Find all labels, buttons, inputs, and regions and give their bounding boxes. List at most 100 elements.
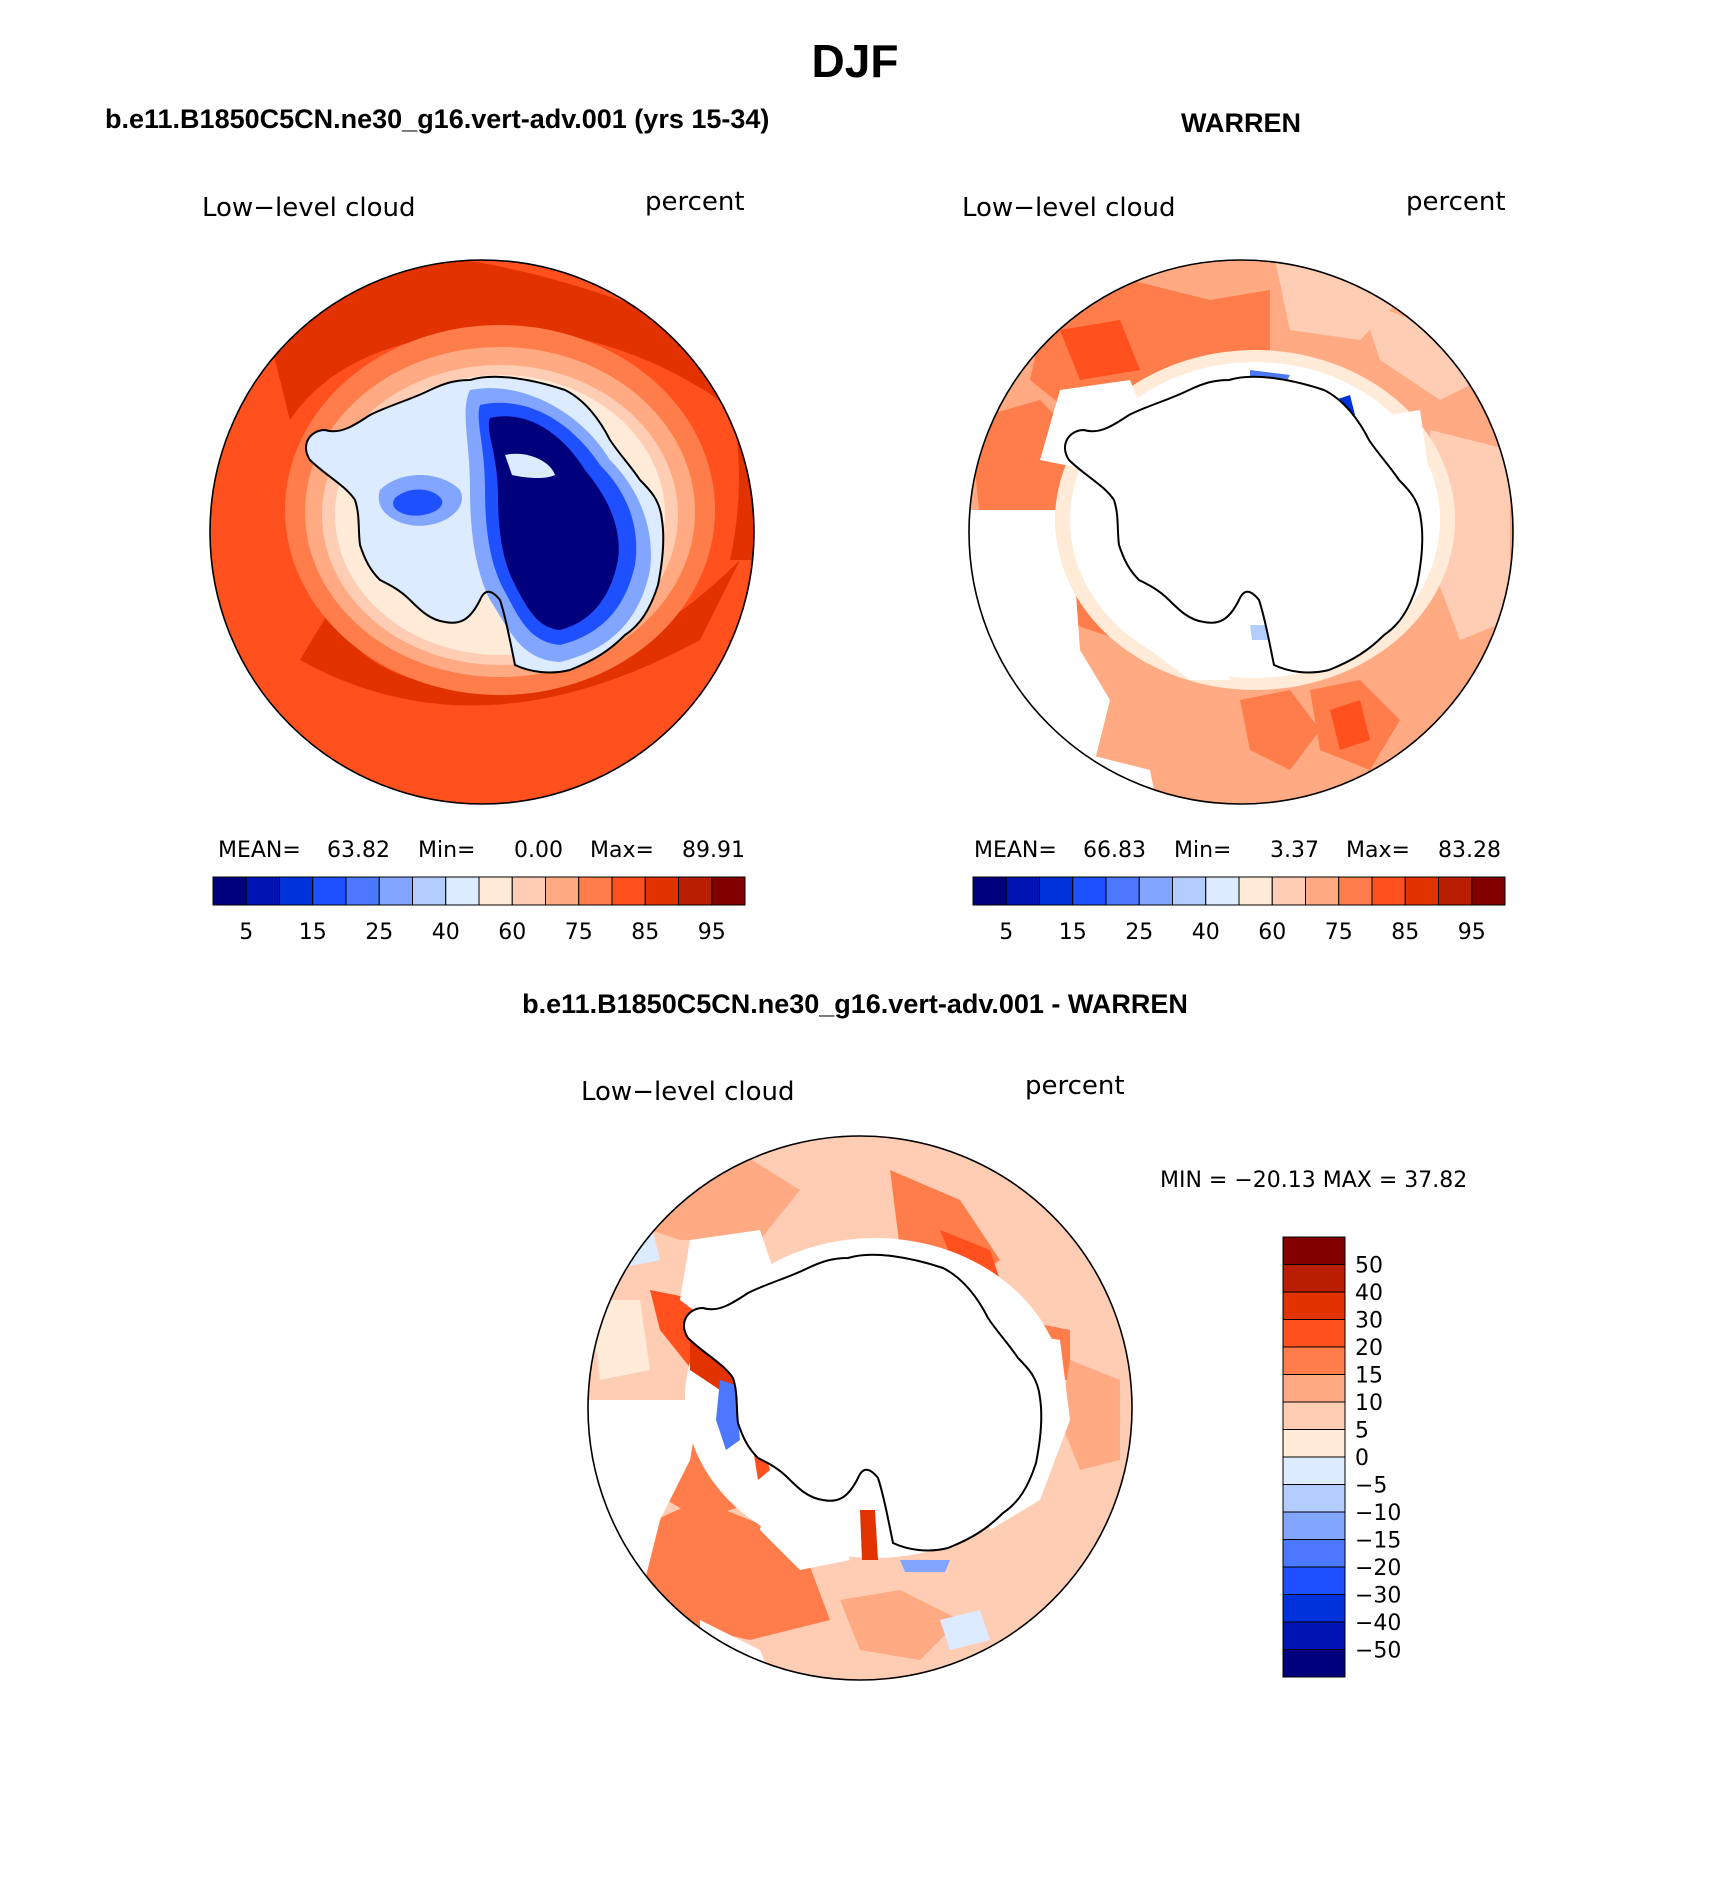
colorbar-obs (972, 876, 1506, 906)
colorbar-tick-label: 5 (999, 920, 1013, 945)
colorbar-tick-label: 40 (1355, 1281, 1383, 1306)
units-label: percent (645, 187, 745, 217)
colorbar-swatch (1039, 876, 1074, 906)
colorbar-tick-label: 15 (1355, 1364, 1383, 1389)
variable-label: Low−level cloud (202, 193, 415, 223)
panel-header: b.e11.B1850C5CN.ne30_g16.vert-adv.001 - … (522, 989, 1188, 1019)
colorbar-swatch (1282, 1621, 1346, 1650)
colorbar-tick-label: −5 (1355, 1474, 1387, 1499)
colorbar-swatch (1438, 876, 1473, 906)
colorbar-swatch (1282, 1236, 1346, 1265)
colorbar-swatch (1005, 876, 1040, 906)
colorbar-swatch (1282, 1456, 1346, 1485)
colorbar-swatch (1138, 876, 1173, 906)
colorbar-swatch (578, 876, 613, 906)
colorbar-tick-label: 20 (1355, 1336, 1383, 1361)
colorbar-swatch (1271, 876, 1306, 906)
colorbar-swatch (1371, 876, 1406, 906)
mean-label: MEAN= (218, 838, 301, 863)
colorbar-tick-label: 75 (565, 920, 593, 945)
panel-diff: b.e11.B1850C5CN.ne30_g16.vert-adv.001 - … (522, 989, 1467, 1681)
colorbar-swatch (1072, 876, 1107, 906)
colorbar-tick-label: −20 (1355, 1556, 1401, 1581)
colorbar-swatch (478, 876, 513, 906)
variable-label: Low−level cloud (962, 193, 1175, 223)
colorbar-swatch (511, 876, 546, 906)
colorbar-tick-label: 25 (365, 920, 393, 945)
colorbar-swatch (1105, 876, 1140, 906)
max-value: 83.28 (1438, 838, 1501, 863)
colorbar-tick-label: 50 (1355, 1254, 1383, 1279)
colorbar-swatch (378, 876, 413, 906)
colorbar-swatch (1305, 876, 1340, 906)
colorbar-swatch (312, 876, 347, 906)
colorbar-tick-label: −10 (1355, 1501, 1401, 1526)
colorbar-swatch (972, 876, 1007, 906)
colorbar-swatch (1282, 1649, 1346, 1678)
colorbar-swatch (1471, 876, 1506, 906)
panel-header: WARREN (1181, 108, 1301, 138)
mean-value: 63.82 (327, 838, 390, 863)
colorbar-swatch (1404, 876, 1439, 906)
colorbar-swatch (412, 876, 447, 906)
colorbar-obs-ticks: 5 15 25 40 60 75 85 95 (999, 920, 1486, 945)
colorbar-tick-label: 95 (698, 920, 726, 945)
colorbar-tick-label: 30 (1355, 1309, 1383, 1334)
colorbar-tick-label: 60 (1258, 920, 1286, 945)
colorbar-tick-label: 95 (1458, 920, 1486, 945)
colorbar-tick-label: −30 (1355, 1584, 1401, 1609)
colorbar-swatch (1205, 876, 1240, 906)
colorbar-swatch (1282, 1291, 1346, 1320)
colorbar-swatch (345, 876, 380, 906)
colorbar-diff (1282, 1236, 1346, 1678)
colorbar-tick-label: 40 (432, 920, 460, 945)
colorbar-swatch (545, 876, 580, 906)
colorbar-tick-label: −15 (1355, 1529, 1401, 1554)
colorbar-swatch (1282, 1511, 1346, 1540)
colorbar-tick-label: 85 (1391, 920, 1419, 945)
max-label: Max= (590, 838, 654, 863)
colorbar-tick-label: 10 (1355, 1391, 1383, 1416)
min-label: Min= (1174, 838, 1231, 863)
colorbar-tick-label: 75 (1325, 920, 1353, 945)
colorbar-tick-label: 0 (1355, 1446, 1369, 1471)
colorbar-tick-label: −40 (1355, 1611, 1401, 1636)
colorbar-swatch (245, 876, 280, 906)
map-obs (969, 260, 1513, 804)
colorbar-swatch (644, 876, 679, 906)
colorbar-model (212, 876, 746, 906)
minmax-label: MIN = −20.13 MAX = 37.82 (1160, 1168, 1467, 1193)
colorbar-swatch (678, 876, 713, 906)
colorbar-swatch (1282, 1346, 1346, 1375)
colorbar-swatch (1338, 876, 1373, 906)
units-label: percent (1025, 1071, 1125, 1101)
colorbar-swatch (711, 876, 746, 906)
colorbar-swatch (1238, 876, 1273, 906)
colorbar-tick-label: −50 (1355, 1639, 1401, 1664)
page-title: DJF (812, 35, 899, 87)
units-label: percent (1406, 187, 1506, 217)
min-value: 0.00 (514, 838, 563, 863)
colorbar-swatch (445, 876, 480, 906)
colorbar-swatch (279, 876, 314, 906)
min-value: 3.37 (1270, 838, 1319, 863)
colorbar-swatch (1282, 1484, 1346, 1513)
panel-obs: WARREN Low−level cloud percent (962, 108, 1514, 945)
mean-value: 66.83 (1083, 838, 1146, 863)
colorbar-tick-label: 5 (239, 920, 253, 945)
colorbar-swatch (1282, 1594, 1346, 1623)
panel-header: b.e11.B1850C5CN.ne30_g16.vert-adv.001 (y… (105, 104, 769, 134)
colorbar-swatch (611, 876, 646, 906)
colorbar-swatch (1172, 876, 1207, 906)
colorbar-swatch (1282, 1401, 1346, 1430)
colorbar-tick-label: 5 (1355, 1419, 1369, 1444)
colorbar-swatch (1282, 1264, 1346, 1293)
max-value: 89.91 (682, 838, 745, 863)
variable-label: Low−level cloud (581, 1077, 794, 1107)
colorbar-tick-label: 60 (498, 920, 526, 945)
min-label: Min= (418, 838, 475, 863)
colorbar-tick-label: 15 (1059, 920, 1087, 945)
map-model (210, 260, 754, 804)
colorbar-swatch (1282, 1319, 1346, 1348)
